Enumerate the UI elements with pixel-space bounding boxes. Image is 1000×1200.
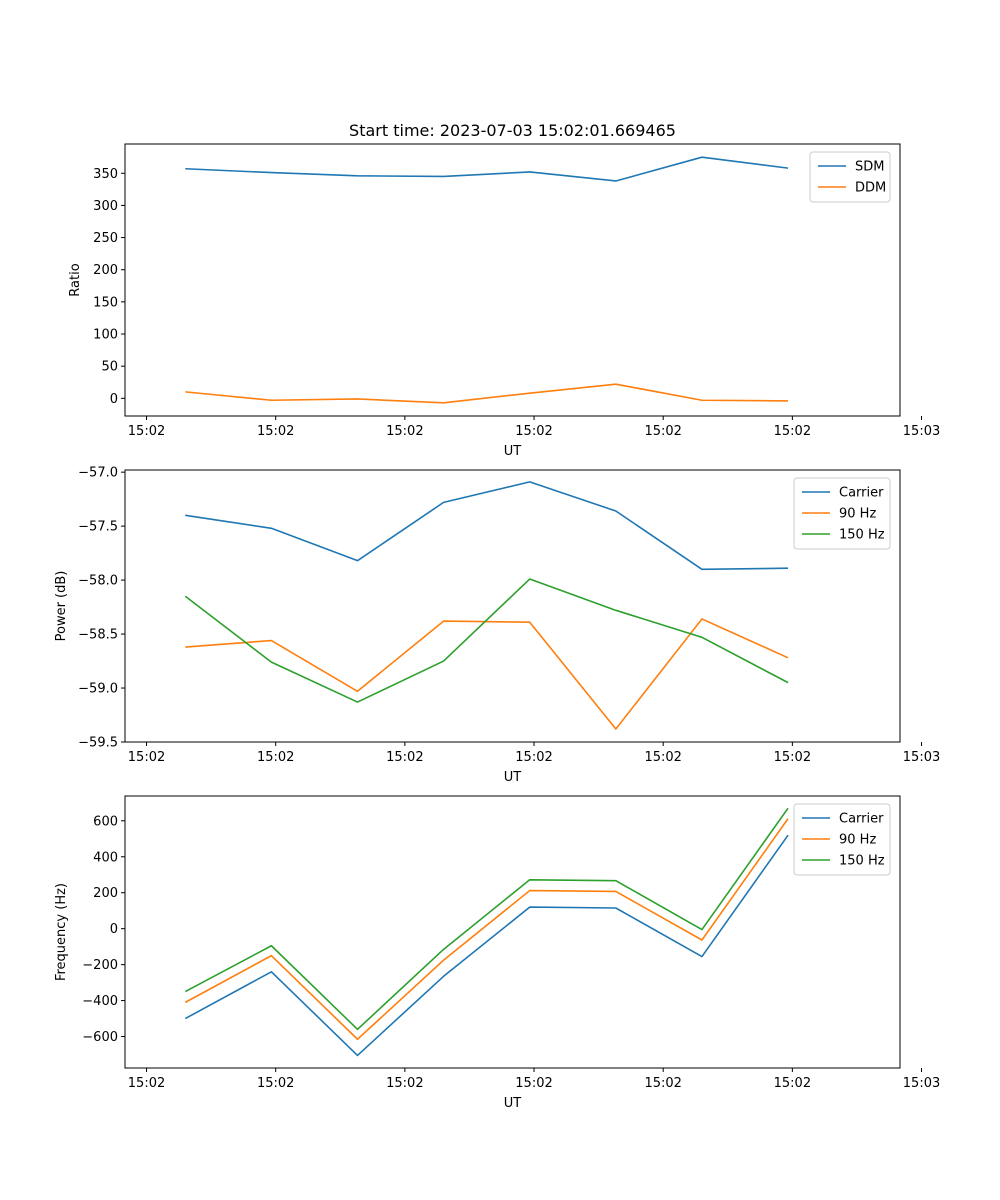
power-x-tick-label: 15:03 <box>903 750 940 765</box>
power-legend-label-150-hz: 150 Hz <box>839 528 885 543</box>
power-y-tick-label: −59.0 <box>78 682 118 697</box>
frequency-legend-label-150-hz: 150 Hz <box>839 854 885 869</box>
power-y-tick-label: −58.5 <box>78 628 118 643</box>
frequency-x-tick-label: 15:02 <box>257 1076 294 1091</box>
power-x-tick-label: 15:02 <box>644 750 681 765</box>
power-series-150-hz-line <box>184 578 789 703</box>
ratio-series-sdm-line <box>185 156 789 182</box>
ratio-y-tick-label: 100 <box>93 328 118 343</box>
ratio-legend-label-sdm: SDM <box>855 160 884 175</box>
power-x-tick-label: 15:02 <box>128 750 165 765</box>
ratio-x-axis-label: UT <box>504 444 522 459</box>
ratio-series-ddm-line <box>185 383 789 404</box>
ratio-y-tick-label: 150 <box>93 295 118 310</box>
frequency-series-carrier-line <box>184 834 789 1057</box>
frequency-x-tick-label: 15:02 <box>386 1076 423 1091</box>
ratio-axes-frame <box>124 143 901 417</box>
frequency-legend-label-90-hz: 90 Hz <box>839 833 876 848</box>
ratio-y-tick-label: 250 <box>93 231 118 246</box>
ratio-y-tick-label: 300 <box>93 199 118 214</box>
power-legend-label-carrier: Carrier <box>839 486 884 501</box>
power-x-tick-label: 15:02 <box>257 750 294 765</box>
power-axes-frame <box>124 469 901 743</box>
power-y-tick-label: −57.0 <box>78 466 118 481</box>
power-series-carrier-line <box>185 481 789 571</box>
power-legend <box>793 477 891 550</box>
power-x-axis-label: UT <box>504 770 522 785</box>
frequency-y-tick-label: −200 <box>82 958 118 973</box>
ratio-x-tick-label: 15:02 <box>644 424 681 439</box>
ratio-legend <box>809 151 891 203</box>
frequency-y-tick-label: 600 <box>93 814 118 829</box>
ratio-y-tick-label: 350 <box>93 167 118 182</box>
ratio-x-tick-label: 15:02 <box>128 424 165 439</box>
frequency-x-tick-label: 15:02 <box>644 1076 681 1091</box>
figure-title: Start time: 2023-07-03 15:02:01.669465 <box>349 121 676 140</box>
frequency-x-tick-label: 15:02 <box>128 1076 165 1091</box>
ratio-y-axis-label: Ratio <box>68 263 83 296</box>
frequency-series-150-hz-line <box>184 807 789 1031</box>
power-y-tick-label: −58.0 <box>78 574 118 589</box>
frequency-x-tick-label: 15:02 <box>774 1076 811 1091</box>
frequency-y-axis-label: Frequency (Hz) <box>54 883 69 981</box>
frequency-x-tick-label: 15:02 <box>515 1076 552 1091</box>
frequency-y-tick-label: 400 <box>93 850 118 865</box>
power-panel: 15:02 15:02 15:02 15:02 15:02 15:02 15:03 −57.0… <box>54 466 940 785</box>
frequency-series-90-hz-line <box>184 818 789 1041</box>
ratio-x-tick-label: 15:02 <box>386 424 423 439</box>
frequency-axes-frame <box>124 795 901 1069</box>
frequency-y-tick-label: 0 <box>110 922 118 937</box>
ratio-y-tick-label: 0 <box>110 392 118 407</box>
ratio-x-tick-label: 15:03 <box>903 424 940 439</box>
power-y-tick-label: −59.5 <box>78 736 118 751</box>
ratio-y-tick-label: 200 <box>93 263 118 278</box>
frequency-panel: 15:02 15:02 15:02 15:02 15:02 15:02 15:03 600 40… <box>54 795 940 1111</box>
frequency-legend-label-carrier: Carrier <box>839 812 884 827</box>
power-y-axis-label: Power (dB) <box>54 571 69 642</box>
frequency-x-tick-label: 15:03 <box>903 1076 940 1091</box>
frequency-x-axis-label: UT <box>504 1096 522 1111</box>
ratio-x-tick-label: 15:02 <box>515 424 552 439</box>
power-x-tick-label: 15:02 <box>386 750 423 765</box>
power-legend-label-90-hz: 90 Hz <box>839 507 876 522</box>
power-series-90-hz-line <box>185 618 789 730</box>
power-x-tick-label: 15:02 <box>774 750 811 765</box>
ratio-panel: 15:02 15:02 15:02 15:02 15:02 15:02 15:03 0 50 10… <box>68 143 940 459</box>
frequency-y-tick-label: −400 <box>82 994 118 1009</box>
ratio-y-tick-label: 50 <box>101 360 118 375</box>
frequency-y-tick-label: 200 <box>93 886 118 901</box>
power-x-tick-label: 15:02 <box>515 750 552 765</box>
frequency-y-tick-label: −600 <box>82 1030 118 1045</box>
frequency-legend <box>793 803 891 876</box>
ratio-legend-label-ddm: DDM <box>855 181 886 196</box>
ratio-x-tick-label: 15:02 <box>774 424 811 439</box>
ratio-x-tick-label: 15:02 <box>257 424 294 439</box>
power-y-tick-label: −57.5 <box>78 520 118 535</box>
